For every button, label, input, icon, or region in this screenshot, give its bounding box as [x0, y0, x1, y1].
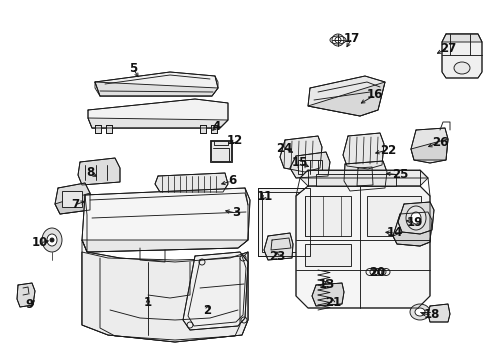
Bar — [95, 125, 101, 133]
Polygon shape — [410, 128, 447, 163]
Text: 26: 26 — [431, 135, 447, 148]
Polygon shape — [78, 158, 120, 185]
Ellipse shape — [410, 212, 420, 224]
Text: 22: 22 — [379, 144, 395, 157]
Ellipse shape — [453, 62, 469, 74]
Bar — [62, 191, 82, 207]
Polygon shape — [441, 34, 481, 78]
Text: 10: 10 — [32, 237, 48, 249]
Polygon shape — [17, 283, 35, 307]
Polygon shape — [397, 202, 433, 234]
Polygon shape — [410, 139, 447, 160]
Text: 4: 4 — [212, 120, 221, 132]
Polygon shape — [264, 233, 292, 260]
Polygon shape — [307, 76, 384, 116]
Polygon shape — [289, 152, 329, 178]
Bar — [262, 192, 305, 252]
Text: 7: 7 — [71, 198, 79, 211]
Polygon shape — [392, 220, 431, 246]
Polygon shape — [82, 188, 249, 252]
Text: 16: 16 — [366, 89, 383, 102]
Text: 19: 19 — [406, 216, 422, 229]
Polygon shape — [427, 304, 449, 322]
Polygon shape — [88, 99, 227, 128]
Bar — [258, 188, 309, 256]
Ellipse shape — [409, 304, 429, 320]
Text: 25: 25 — [391, 168, 407, 181]
Text: 15: 15 — [291, 157, 307, 170]
Polygon shape — [82, 240, 247, 342]
Text: 23: 23 — [268, 251, 285, 264]
Bar — [305, 196, 350, 236]
Polygon shape — [55, 183, 90, 214]
Text: 2: 2 — [203, 303, 211, 316]
Text: 11: 11 — [256, 189, 273, 202]
Ellipse shape — [50, 238, 54, 242]
Polygon shape — [342, 133, 383, 169]
Text: 1: 1 — [143, 296, 152, 309]
Polygon shape — [295, 186, 429, 308]
Bar — [315, 174, 395, 186]
Text: 20: 20 — [368, 266, 385, 279]
Text: 27: 27 — [439, 41, 455, 54]
Text: 14: 14 — [386, 226, 403, 239]
Bar — [210, 125, 217, 133]
Bar — [106, 125, 112, 133]
Polygon shape — [82, 252, 247, 342]
Ellipse shape — [47, 234, 57, 246]
Text: 13: 13 — [318, 278, 334, 291]
Polygon shape — [299, 170, 427, 186]
Bar — [366, 196, 420, 236]
Polygon shape — [311, 283, 343, 306]
Polygon shape — [155, 173, 227, 192]
Polygon shape — [343, 161, 386, 191]
Polygon shape — [95, 82, 218, 96]
Polygon shape — [343, 172, 386, 191]
Text: 18: 18 — [423, 309, 439, 321]
Bar — [305, 244, 350, 266]
Text: 17: 17 — [343, 31, 359, 45]
Text: 24: 24 — [275, 141, 292, 154]
Polygon shape — [392, 212, 431, 246]
Polygon shape — [88, 118, 227, 128]
Ellipse shape — [42, 228, 62, 252]
Polygon shape — [95, 72, 218, 96]
Polygon shape — [82, 240, 247, 252]
Text: 21: 21 — [324, 296, 341, 309]
Text: 3: 3 — [231, 207, 240, 220]
Text: 5: 5 — [129, 62, 137, 75]
Polygon shape — [183, 252, 247, 330]
Polygon shape — [441, 34, 481, 42]
Text: 8: 8 — [86, 166, 94, 180]
Bar — [200, 125, 205, 133]
Bar — [297, 160, 321, 174]
Polygon shape — [280, 136, 321, 172]
Text: 12: 12 — [226, 134, 243, 147]
Ellipse shape — [414, 308, 424, 316]
Bar — [209, 140, 231, 162]
Text: 6: 6 — [227, 175, 236, 188]
Text: 9: 9 — [26, 298, 34, 311]
Ellipse shape — [405, 206, 425, 230]
Polygon shape — [307, 82, 384, 116]
Polygon shape — [55, 193, 90, 214]
